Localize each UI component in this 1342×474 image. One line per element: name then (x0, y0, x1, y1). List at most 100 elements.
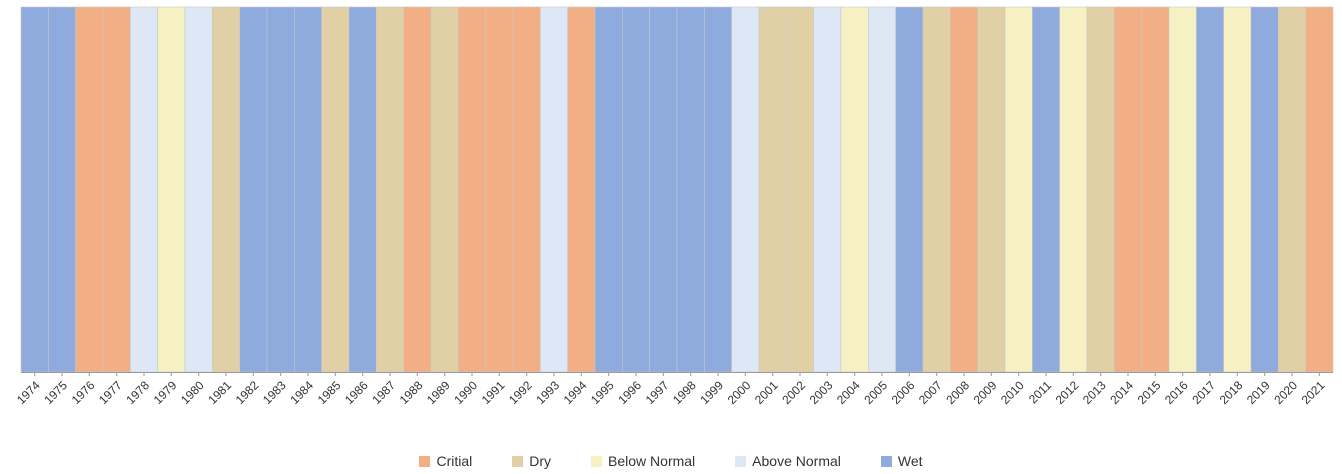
bar-1975 (48, 6, 76, 373)
legend-swatch (512, 455, 524, 467)
x-tick-label: 2002 (779, 378, 808, 407)
legend-item: Dry (512, 453, 551, 469)
bar-2011 (1032, 6, 1060, 373)
legend-item: Critial (419, 453, 472, 469)
x-tick-label: 1987 (369, 378, 398, 407)
bar-1985 (321, 6, 350, 373)
bar-1979 (157, 6, 186, 373)
x-tick-label: 1976 (69, 378, 98, 407)
bar-1983 (266, 6, 295, 373)
bar-2007 (922, 6, 951, 373)
bar-1982 (239, 6, 268, 373)
bar-1986 (348, 6, 377, 373)
bar-2003 (813, 6, 842, 373)
bar-1996 (622, 6, 650, 373)
x-tick-label: 1974 (14, 378, 43, 407)
legend-label: Wet (897, 453, 923, 469)
bar-2001 (758, 6, 787, 373)
chart-legend: Critial Dry Below Normal Above Normal Wet (0, 449, 1342, 473)
x-tick-label: 1989 (424, 378, 453, 407)
legend-swatch (735, 455, 747, 467)
bar-1980 (184, 6, 213, 373)
x-tick-label: 2011 (1026, 378, 1054, 406)
x-tick-label: 1998 (670, 378, 699, 407)
x-tick-label: 2007 (916, 378, 945, 407)
bar-1989 (430, 6, 459, 373)
bar-2012 (1059, 6, 1088, 373)
x-tick-label: 2020 (1271, 378, 1300, 407)
x-tick-label: 2006 (889, 378, 918, 407)
bar-1998 (676, 6, 705, 373)
legend-label: Below Normal (608, 453, 696, 469)
bar-1974 (20, 6, 49, 373)
chart-plot-area: 1974197519761977197819791980198119821983… (14, 6, 1334, 407)
bar-2005 (868, 6, 896, 373)
x-tick-label: 1986 (342, 378, 371, 407)
x-tick-label: 2019 (1244, 378, 1273, 407)
bar-1978 (130, 6, 158, 373)
bar-2016 (1168, 6, 1197, 373)
bar-1994 (567, 6, 596, 373)
x-tick-label: 1993 (533, 378, 562, 407)
x-tick-label: 2001 (752, 378, 781, 407)
bar-1981 (212, 6, 240, 373)
x-tick-label: 1978 (123, 378, 152, 407)
x-tick-label: 2016 (1162, 378, 1191, 407)
bar-1991 (485, 6, 514, 373)
legend-item: Below Normal (591, 453, 695, 469)
legend-item: Wet (880, 453, 923, 469)
x-tick-label: 1992 (506, 378, 535, 407)
x-tick-label: 1979 (151, 378, 180, 407)
x-tick-label: 1988 (397, 378, 426, 407)
x-tick-label: 2004 (834, 378, 863, 407)
legend-item: Above Normal (735, 453, 841, 469)
bar-2018 (1223, 6, 1252, 373)
x-tick-label: 1985 (315, 378, 344, 407)
x-tick-label: 2000 (725, 378, 754, 407)
x-tick-label: 1996 (615, 378, 644, 407)
bar-1997 (649, 6, 678, 373)
x-tick-label: 1997 (643, 378, 672, 407)
bar-1992 (512, 6, 541, 373)
bar-2017 (1196, 6, 1224, 373)
x-tick-label: 1977 (96, 378, 125, 407)
bar-1999 (704, 6, 732, 373)
bar-2015 (1141, 6, 1170, 373)
bar-2019 (1250, 6, 1279, 373)
bar-1990 (458, 6, 486, 373)
x-tick-label: 1983 (260, 378, 289, 407)
x-tick-label: 2014 (1107, 378, 1136, 407)
x-tick-label: 1975 (41, 378, 70, 407)
bar-1976 (75, 6, 104, 373)
x-tick-label: 2013 (1080, 378, 1109, 407)
legend-swatch (880, 455, 892, 467)
x-tick-label: 2009 (971, 378, 1000, 407)
x-tick-label: 1990 (451, 378, 480, 407)
x-tick-label: 1995 (588, 378, 617, 407)
x-tick-label: 1994 (561, 378, 590, 407)
x-tick-label: 1982 (233, 378, 262, 407)
bar-1993 (540, 6, 568, 373)
x-tick-label: 2012 (1053, 378, 1082, 407)
x-tick-label: 1984 (287, 378, 316, 407)
x-tick-label: 2008 (943, 378, 972, 407)
bar-2004 (840, 6, 869, 373)
bar-2010 (1004, 6, 1033, 373)
bar-2000 (731, 6, 760, 373)
x-tick-label: 2018 (1217, 378, 1246, 407)
legend-swatch (419, 455, 431, 467)
bar-1977 (102, 6, 131, 373)
x-tick-label: 1981 (205, 378, 234, 407)
x-tick-label: 2005 (861, 378, 890, 407)
bar-2009 (977, 6, 1006, 373)
bar-2020 (1278, 6, 1306, 373)
legend-swatch (591, 455, 603, 467)
x-tick-label: 1980 (178, 378, 207, 407)
x-tick-label: 2017 (1189, 378, 1218, 407)
bar-1984 (294, 6, 322, 373)
bar-1988 (403, 6, 432, 373)
bar-1995 (594, 6, 623, 373)
bar-2002 (786, 6, 814, 373)
bar-2006 (895, 6, 924, 373)
